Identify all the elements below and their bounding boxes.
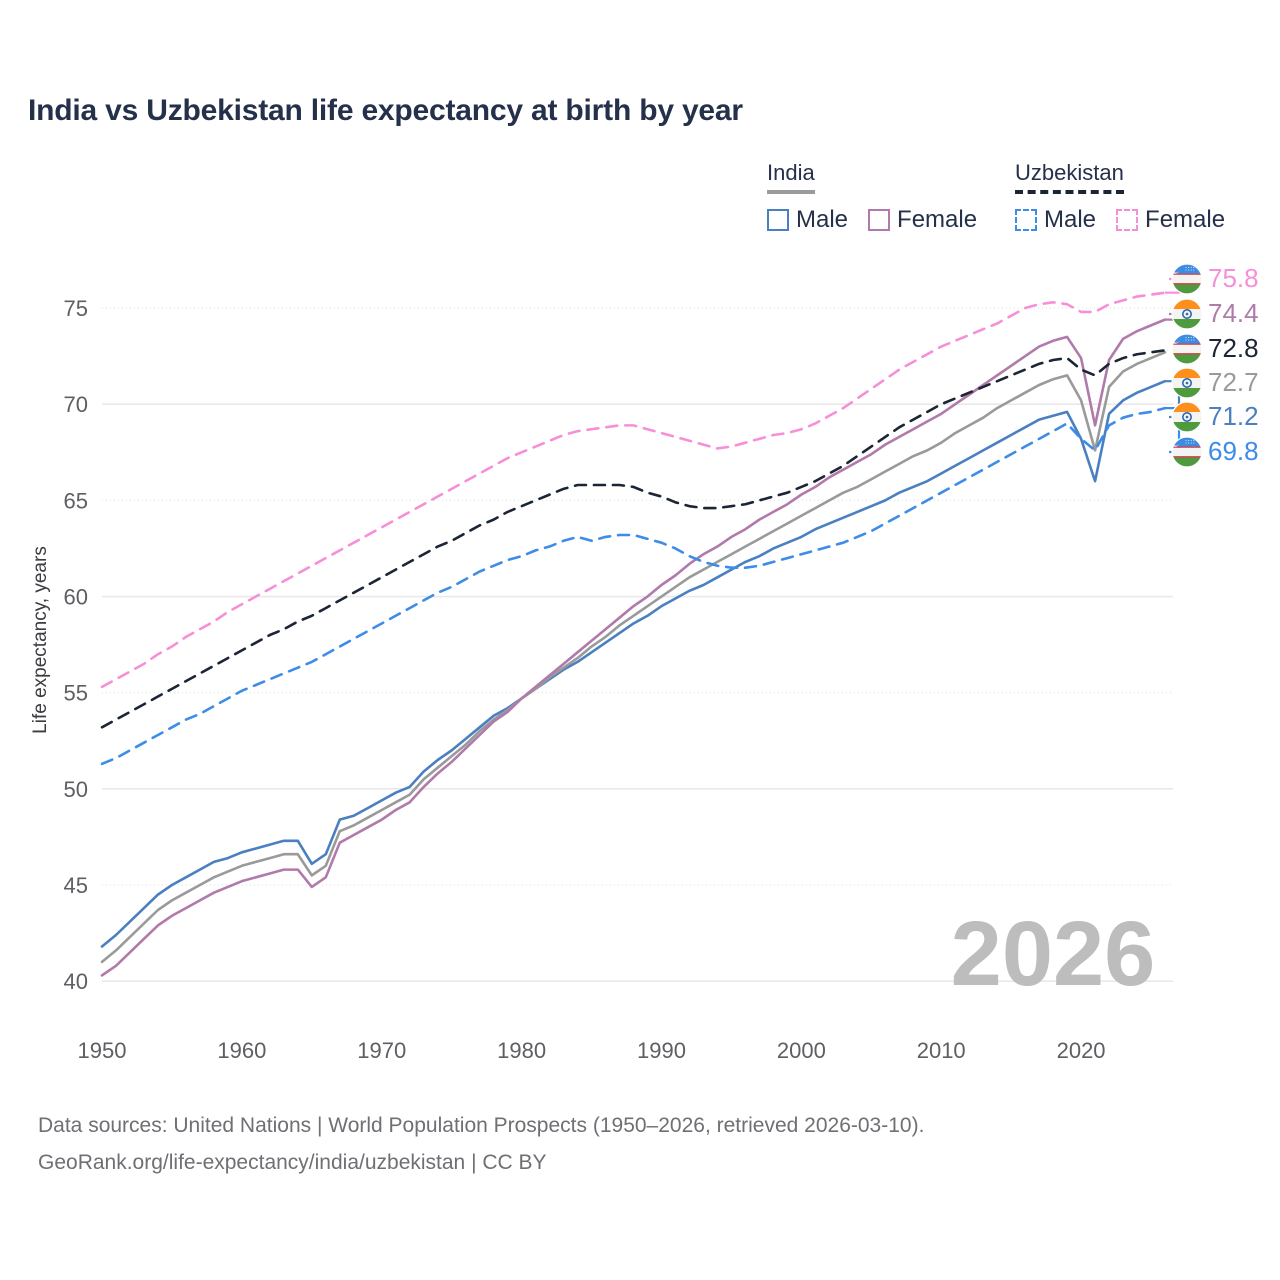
y-axis-title: Life expectancy, years [30,546,51,734]
y-tick-label: 55 [64,681,88,706]
legend-swatch-india-female [868,209,891,231]
end-label-value: 75.8 [1208,263,1259,293]
legend-country-india: India [767,160,815,194]
series-line [100,349,1167,729]
flag-icon-in [1171,367,1203,399]
x-tick-label: 1960 [217,1038,266,1063]
series-line [100,291,1167,689]
x-tick-label: 1990 [637,1038,686,1063]
series-line [100,406,1167,766]
y-tick-label: 70 [64,392,88,417]
end-label-value: 69.8 [1208,436,1259,466]
flag-icon-uz [1171,333,1203,365]
y-tick-label: 45 [64,873,88,898]
footer-line-1: Data sources: United Nations | World Pop… [38,1114,925,1137]
legend-label-uzbekistan-male: Male [1044,206,1097,233]
x-tick-label: 2020 [1057,1038,1106,1063]
series-lines [100,291,1167,977]
legend-group-uzbekistan: Uzbekistan Male Female [1015,160,1225,234]
legend-label-india-female: Female [897,206,978,233]
chart-legend: India Male Female Uzbekistan Male [755,160,1255,240]
legend-group-india: India Male Female [767,160,977,234]
x-tick-label: 1980 [497,1038,546,1063]
page-title: India vs Uzbekistan life expectancy at b… [28,94,743,127]
year-watermark: 2026 [951,903,1156,1005]
x-tick-label: 2000 [777,1038,826,1063]
footer-attribution: Data sources: United Nations | World Pop… [38,1108,924,1182]
x-tick-label: 2010 [917,1038,966,1063]
end-label-value: 74.4 [1208,298,1259,328]
y-tick-label: 75 [64,296,88,321]
legend-swatch-uzbekistan-male [1015,209,1037,231]
gridlines [102,307,1173,982]
x-tick-label: 1950 [78,1038,127,1063]
y-tick-label: 60 [64,585,88,610]
y-axis-title-text: Life expectancy, years [30,546,51,734]
legend-item-uzbekistan-female[interactable]: Female [1116,206,1225,234]
footer-line-2: GeoRank.org/life-expectancy/india/uzbeki… [38,1150,547,1174]
flag-icon-in [1171,401,1203,433]
legend-item-uzbekistan-male[interactable]: Male [1015,206,1096,234]
legend-item-india-female[interactable]: Female [868,206,977,234]
x-axis-ticks: 1950 1960 1970 1980 1990 2000 2010 2020 [78,1038,1106,1063]
y-axis-ticks: 40 45 50 55 60 65 70 75 [64,296,88,994]
legend-item-india-male[interactable]: Male [767,206,848,234]
end-labels: 75.8 74.4 72.8 72.7 71.2 69.8 [1171,263,1259,468]
legend-swatch-uzbekistan-female [1116,209,1139,231]
flag-icon-uz [1171,263,1203,295]
series-line [100,318,1167,977]
legend-country-uzbekistan: Uzbekistan [1015,160,1124,194]
end-label-value: 72.7 [1208,367,1259,397]
watermark-text: 2026 [951,903,1156,1005]
series-line [100,351,1167,964]
y-tick-label: 65 [64,488,88,513]
x-tick-label: 1970 [357,1038,406,1063]
flag-icon-in [1171,298,1203,330]
legend-label-uzbekistan-female: Female [1145,206,1226,233]
series-line [100,379,1167,948]
end-label-value: 71.2 [1208,401,1259,431]
legend-label-india-male: Male [796,206,849,233]
end-label-value: 72.8 [1208,333,1259,363]
y-tick-label: 40 [64,969,88,994]
flag-icon-uz [1171,436,1203,468]
legend-swatch-india-male [767,209,789,231]
y-tick-label: 50 [64,777,88,802]
